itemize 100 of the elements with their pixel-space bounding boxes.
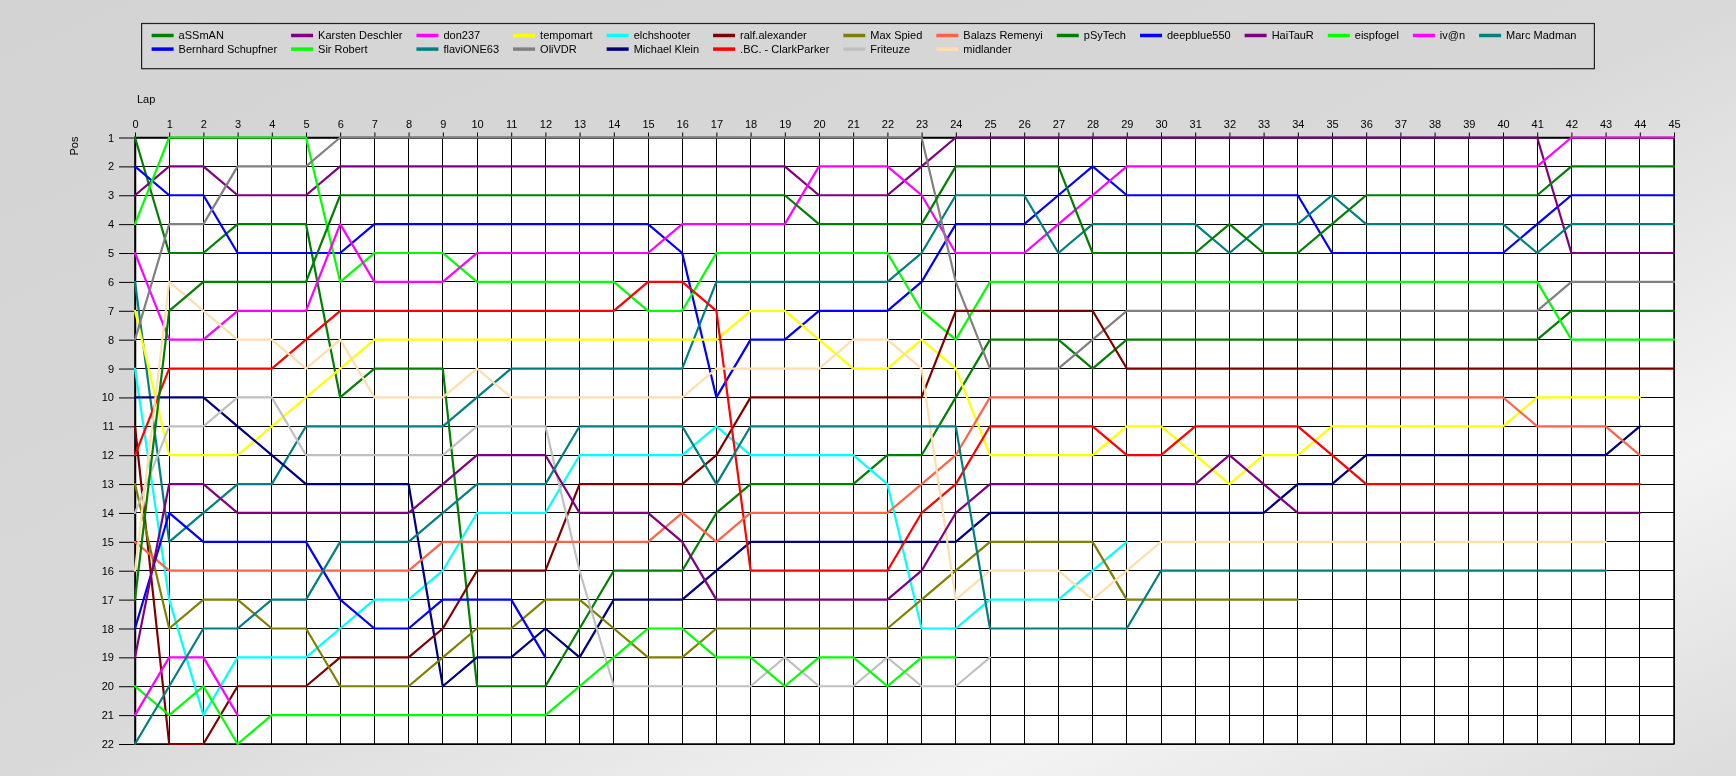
legend-label: .BC. - ClarkParker <box>740 42 830 55</box>
legend-label: Karsten Deschler <box>318 29 403 42</box>
x-tick-label: 20 <box>813 117 826 130</box>
legend-label: Max Spied <box>870 29 923 42</box>
legend-label: iv@n <box>1439 29 1466 42</box>
y-tick-label: 18 <box>101 622 114 635</box>
x-tick-label: 32 <box>1223 117 1237 130</box>
y-tick-label: 19 <box>101 651 114 664</box>
y-tick-label: 8 <box>107 333 114 346</box>
y-tick-label: 2 <box>107 160 114 173</box>
x-tick-label: 3 <box>235 117 242 130</box>
x-tick-label: 22 <box>881 117 895 130</box>
legend-label: midlander <box>963 42 1012 55</box>
x-tick-label: 28 <box>1086 117 1100 130</box>
legend-label: Michael Klein <box>633 42 700 55</box>
x-tick-label: 10 <box>471 117 484 130</box>
x-tick-label: 1 <box>166 117 173 130</box>
x-tick-label: 40 <box>1497 117 1510 130</box>
y-tick-label: 7 <box>107 304 114 317</box>
legend-label: elchshooter <box>633 29 691 42</box>
legend-label: HaiTauR <box>1271 29 1314 42</box>
x-tick-label: 42 <box>1565 117 1579 130</box>
x-tick-label: 29 <box>1121 117 1134 130</box>
y-tick-label: 20 <box>101 680 114 693</box>
y-tick-label: 16 <box>101 564 114 577</box>
x-tick-label: 37 <box>1394 117 1408 130</box>
line-series <box>133 367 1128 717</box>
x-tick-label: 18 <box>744 117 758 130</box>
line-series <box>133 482 1299 688</box>
y-tick-label: 22 <box>101 738 114 751</box>
legend-label: don237 <box>443 29 481 42</box>
x-tick-label: 34 <box>1292 117 1305 130</box>
x-tick-label: 35 <box>1326 117 1339 130</box>
legend-label: pSyTech <box>1083 29 1126 42</box>
y-tick-label: 10 <box>101 391 114 404</box>
legend-label: deepblue550 <box>1167 29 1231 42</box>
x-tick-label: 41 <box>1531 117 1544 130</box>
legend-label: Balazs Remenyi <box>963 29 1043 42</box>
y-tick-label: 9 <box>107 362 114 375</box>
y-tick-label: 13 <box>101 478 114 491</box>
x-tick-label: 25 <box>984 117 997 130</box>
line-series <box>133 396 1641 688</box>
legend-label: Sir Robert <box>318 42 368 55</box>
x-tick-label: 8 <box>406 117 413 130</box>
y-tick-label: 11 <box>102 420 114 433</box>
x-tick-label: 30 <box>1155 117 1168 130</box>
x-tick-label: 11 <box>505 117 518 130</box>
line-series <box>133 396 1641 572</box>
x-tick-label: 14 <box>608 117 621 130</box>
legend-label: flaviONE63 <box>443 42 500 55</box>
y-tick-label: 4 <box>107 218 114 231</box>
y-axis-title: Pos <box>68 136 80 156</box>
x-tick-label: 12 <box>539 117 553 130</box>
x-tick-label: 38 <box>1428 117 1442 130</box>
legend-label: Marc Madman <box>1506 29 1577 42</box>
x-tick-label: 26 <box>1018 117 1031 130</box>
x-tick-label: 5 <box>303 117 310 130</box>
x-tick-label: 7 <box>371 117 378 130</box>
x-tick-label: 13 <box>573 117 587 130</box>
x-tick-label: 17 <box>710 117 724 130</box>
x-tick-label: 6 <box>337 117 344 130</box>
x-tick-label: 4 <box>269 117 276 130</box>
x-tick-label: 0 <box>132 117 139 130</box>
line-series <box>133 396 992 688</box>
x-axis-title: Lap <box>137 93 156 105</box>
y-tick-label: 21 <box>101 709 114 722</box>
legend-label: aSSmAN <box>178 29 224 42</box>
y-tick-label: 15 <box>101 535 114 548</box>
x-tick-label: 16 <box>676 117 689 130</box>
x-tick-label: 31 <box>1189 117 1202 130</box>
y-tick-label: 3 <box>107 189 114 202</box>
line-series <box>133 454 1641 659</box>
y-tick-label: 5 <box>107 247 114 260</box>
legend-label: Bernhard Schupfner <box>178 42 278 55</box>
x-tick-label: 2 <box>200 117 207 130</box>
line-series <box>133 627 957 746</box>
x-tick-label: 33 <box>1257 117 1271 130</box>
x-tick-label: 23 <box>915 117 929 130</box>
x-tick-label: 36 <box>1360 117 1373 130</box>
line-series <box>133 309 1641 486</box>
x-tick-label: 9 <box>440 117 447 130</box>
y-tick-label: 1 <box>107 131 114 144</box>
y-tick-label: 12 <box>101 449 114 462</box>
x-tick-label: 27 <box>1052 117 1066 130</box>
y-tick-label: 17 <box>101 593 114 606</box>
x-tick-label: 45 <box>1668 117 1681 130</box>
legend-label: OliVDR <box>540 42 577 55</box>
x-tick-label: 39 <box>1463 117 1476 130</box>
line-series <box>133 511 547 659</box>
x-tick-label: 24 <box>950 117 963 130</box>
x-tick-label: 19 <box>779 117 792 130</box>
y-tick-label: 6 <box>107 275 114 288</box>
line-series <box>133 425 1607 746</box>
x-tick-label: 44 <box>1634 117 1647 130</box>
legend-label: ralf.alexander <box>740 29 808 42</box>
x-tick-label: 43 <box>1599 117 1613 130</box>
y-tick-label: 14 <box>101 506 114 519</box>
legend-label: eispfogel <box>1354 29 1399 42</box>
legend-label: Friteuze <box>870 42 911 55</box>
x-tick-label: 21 <box>847 117 860 130</box>
